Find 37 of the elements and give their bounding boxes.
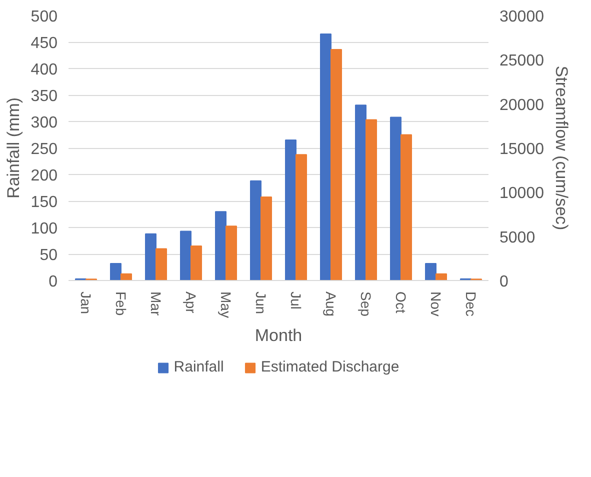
bar	[110, 263, 122, 280]
x-tick-label: Jun	[253, 292, 269, 314]
y-tick-label: 250	[30, 141, 58, 158]
y-tick-label: 200	[30, 168, 58, 184]
y2-tick-label: 5000	[500, 229, 536, 246]
x-tick-label: May	[218, 292, 234, 318]
y-tick-label: 50	[40, 247, 58, 264]
y2-tick-label: 0	[500, 274, 508, 290]
x-tick-label: Nov	[428, 292, 444, 316]
y-tick-label: 350	[30, 88, 58, 105]
y2-axis-title: Streamflow (cum/sec)	[552, 66, 571, 230]
x-tick-label: Mar	[148, 292, 164, 316]
x-tick-label: Oct	[393, 292, 409, 314]
legend-label: Estimated Discharge	[260, 358, 400, 376]
bar	[425, 263, 436, 280]
legend-label: Rainfall	[174, 358, 224, 376]
y-axis-title: Rainfall (mm)	[4, 97, 23, 199]
x-tick-label: Jul	[288, 292, 304, 310]
y-tick-label: 300	[30, 114, 58, 132]
y-tick-label: 0	[48, 274, 58, 290]
x-axis-title: Month	[254, 326, 302, 345]
y-tick-label: 400	[30, 62, 58, 78]
y2-tick-label: 15000	[500, 141, 544, 158]
x-tick-label: Sep	[358, 292, 374, 317]
x-tick-label: Apr	[183, 292, 199, 314]
x-tick-label: Aug	[323, 292, 339, 316]
y-tick-label: 450	[30, 35, 58, 52]
y2-tick-label: 25000	[500, 52, 544, 70]
y2-tick-label: 20000	[500, 96, 544, 114]
y-tick-label: 150	[30, 194, 58, 211]
y2-tick-label: 30000	[500, 8, 544, 26]
y2-tick-label: 10000	[500, 185, 544, 202]
y-tick-label: 500	[30, 8, 58, 26]
x-tick-label: Feb	[113, 292, 129, 316]
x-tick-label: Dec	[463, 292, 479, 316]
x-tick-label: Jan	[78, 292, 94, 314]
y-tick-label: 100	[30, 220, 58, 238]
